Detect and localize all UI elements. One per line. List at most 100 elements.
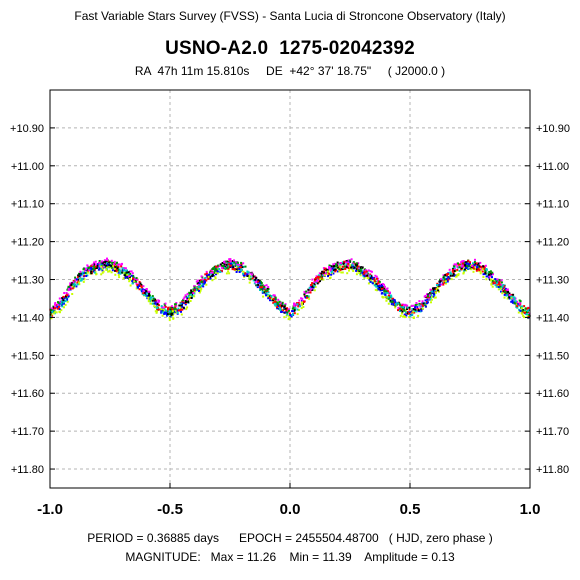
data-point: [214, 277, 217, 280]
data-point: [154, 302, 157, 305]
data-point: [399, 310, 401, 312]
data-point: [115, 262, 118, 265]
data-point: [361, 270, 364, 273]
data-point: [334, 270, 337, 273]
data-point: [482, 273, 485, 276]
data-point: [328, 267, 330, 270]
data-point: [408, 308, 411, 311]
data-point: [91, 268, 94, 270]
data-point: [310, 284, 313, 286]
data-point: [86, 274, 89, 277]
data-point: [330, 271, 333, 273]
data-point: [445, 273, 448, 276]
data-point: [55, 311, 58, 314]
data-point: [343, 265, 346, 268]
data-point: [100, 268, 102, 271]
data-point: [267, 297, 270, 300]
data-point: [208, 276, 211, 279]
data-point: [161, 314, 164, 317]
data-point: [468, 265, 471, 267]
data-point: [519, 300, 522, 303]
data-point: [199, 279, 202, 282]
data-point: [414, 304, 417, 306]
data-points: [49, 257, 531, 322]
data-point: [457, 262, 459, 265]
data-point: [172, 317, 175, 320]
data-point: [335, 263, 338, 266]
data-point: [491, 285, 494, 288]
data-point: [431, 295, 433, 298]
data-point: [233, 259, 235, 262]
data-point: [105, 266, 108, 269]
data-point: [255, 276, 258, 279]
data-point: [406, 304, 409, 307]
data-point: [508, 292, 511, 295]
data-point: [101, 269, 104, 272]
data-point: [193, 289, 196, 292]
data-point: [408, 316, 411, 319]
data-point: [217, 264, 220, 267]
data-point: [128, 276, 131, 279]
data-point: [367, 274, 370, 277]
data-point: [136, 283, 139, 286]
data-point: [378, 280, 381, 283]
data-point: [247, 271, 250, 274]
data-point: [390, 303, 393, 306]
data-point: [493, 279, 495, 282]
data-point: [472, 262, 474, 265]
data-point: [381, 283, 384, 285]
data-point: [119, 270, 122, 273]
data-point: [168, 316, 171, 319]
data-point: [303, 293, 306, 296]
data-point: [401, 310, 404, 313]
data-point: [111, 266, 113, 269]
data-point: [179, 309, 182, 311]
data-point: [231, 260, 234, 263]
data-point: [314, 285, 317, 288]
data-point: [427, 298, 430, 301]
data-point: [491, 276, 493, 279]
data-point: [322, 278, 325, 281]
data-point: [219, 263, 222, 266]
data-point: [65, 297, 68, 299]
data-point: [251, 273, 254, 276]
data-point: [280, 311, 283, 313]
data-point: [349, 259, 352, 262]
data-point: [125, 275, 128, 278]
data-point: [293, 307, 296, 310]
data-point: [307, 288, 310, 291]
data-point: [256, 279, 259, 282]
data-point: [221, 265, 224, 268]
data-point: [523, 316, 526, 319]
data-point: [268, 297, 271, 299]
data-point: [406, 308, 408, 310]
data-point: [177, 307, 180, 310]
data-point: [204, 273, 207, 276]
data-point: [415, 303, 418, 306]
data-point: [193, 295, 196, 298]
data-point: [323, 271, 326, 274]
data-point: [356, 264, 359, 267]
data-point: [181, 302, 184, 305]
data-point: [264, 289, 267, 292]
data-point: [519, 309, 522, 312]
data-point: [215, 265, 217, 268]
y-tick-label-right: +11.30: [536, 275, 569, 287]
data-point: [436, 284, 438, 286]
data-point: [400, 305, 403, 307]
data-point: [484, 271, 487, 274]
data-point: [187, 295, 190, 298]
data-point: [104, 261, 107, 263]
data-point: [424, 305, 427, 308]
data-point: [434, 296, 437, 299]
data-point: [453, 265, 456, 268]
data-point: [71, 285, 74, 288]
data-point: [94, 260, 97, 263]
data-point: [351, 268, 354, 271]
data-point: [485, 268, 488, 270]
data-point: [75, 278, 78, 281]
data-point: [62, 295, 65, 298]
data-point: [197, 285, 200, 288]
data-point: [304, 292, 307, 294]
data-point: [472, 265, 475, 268]
